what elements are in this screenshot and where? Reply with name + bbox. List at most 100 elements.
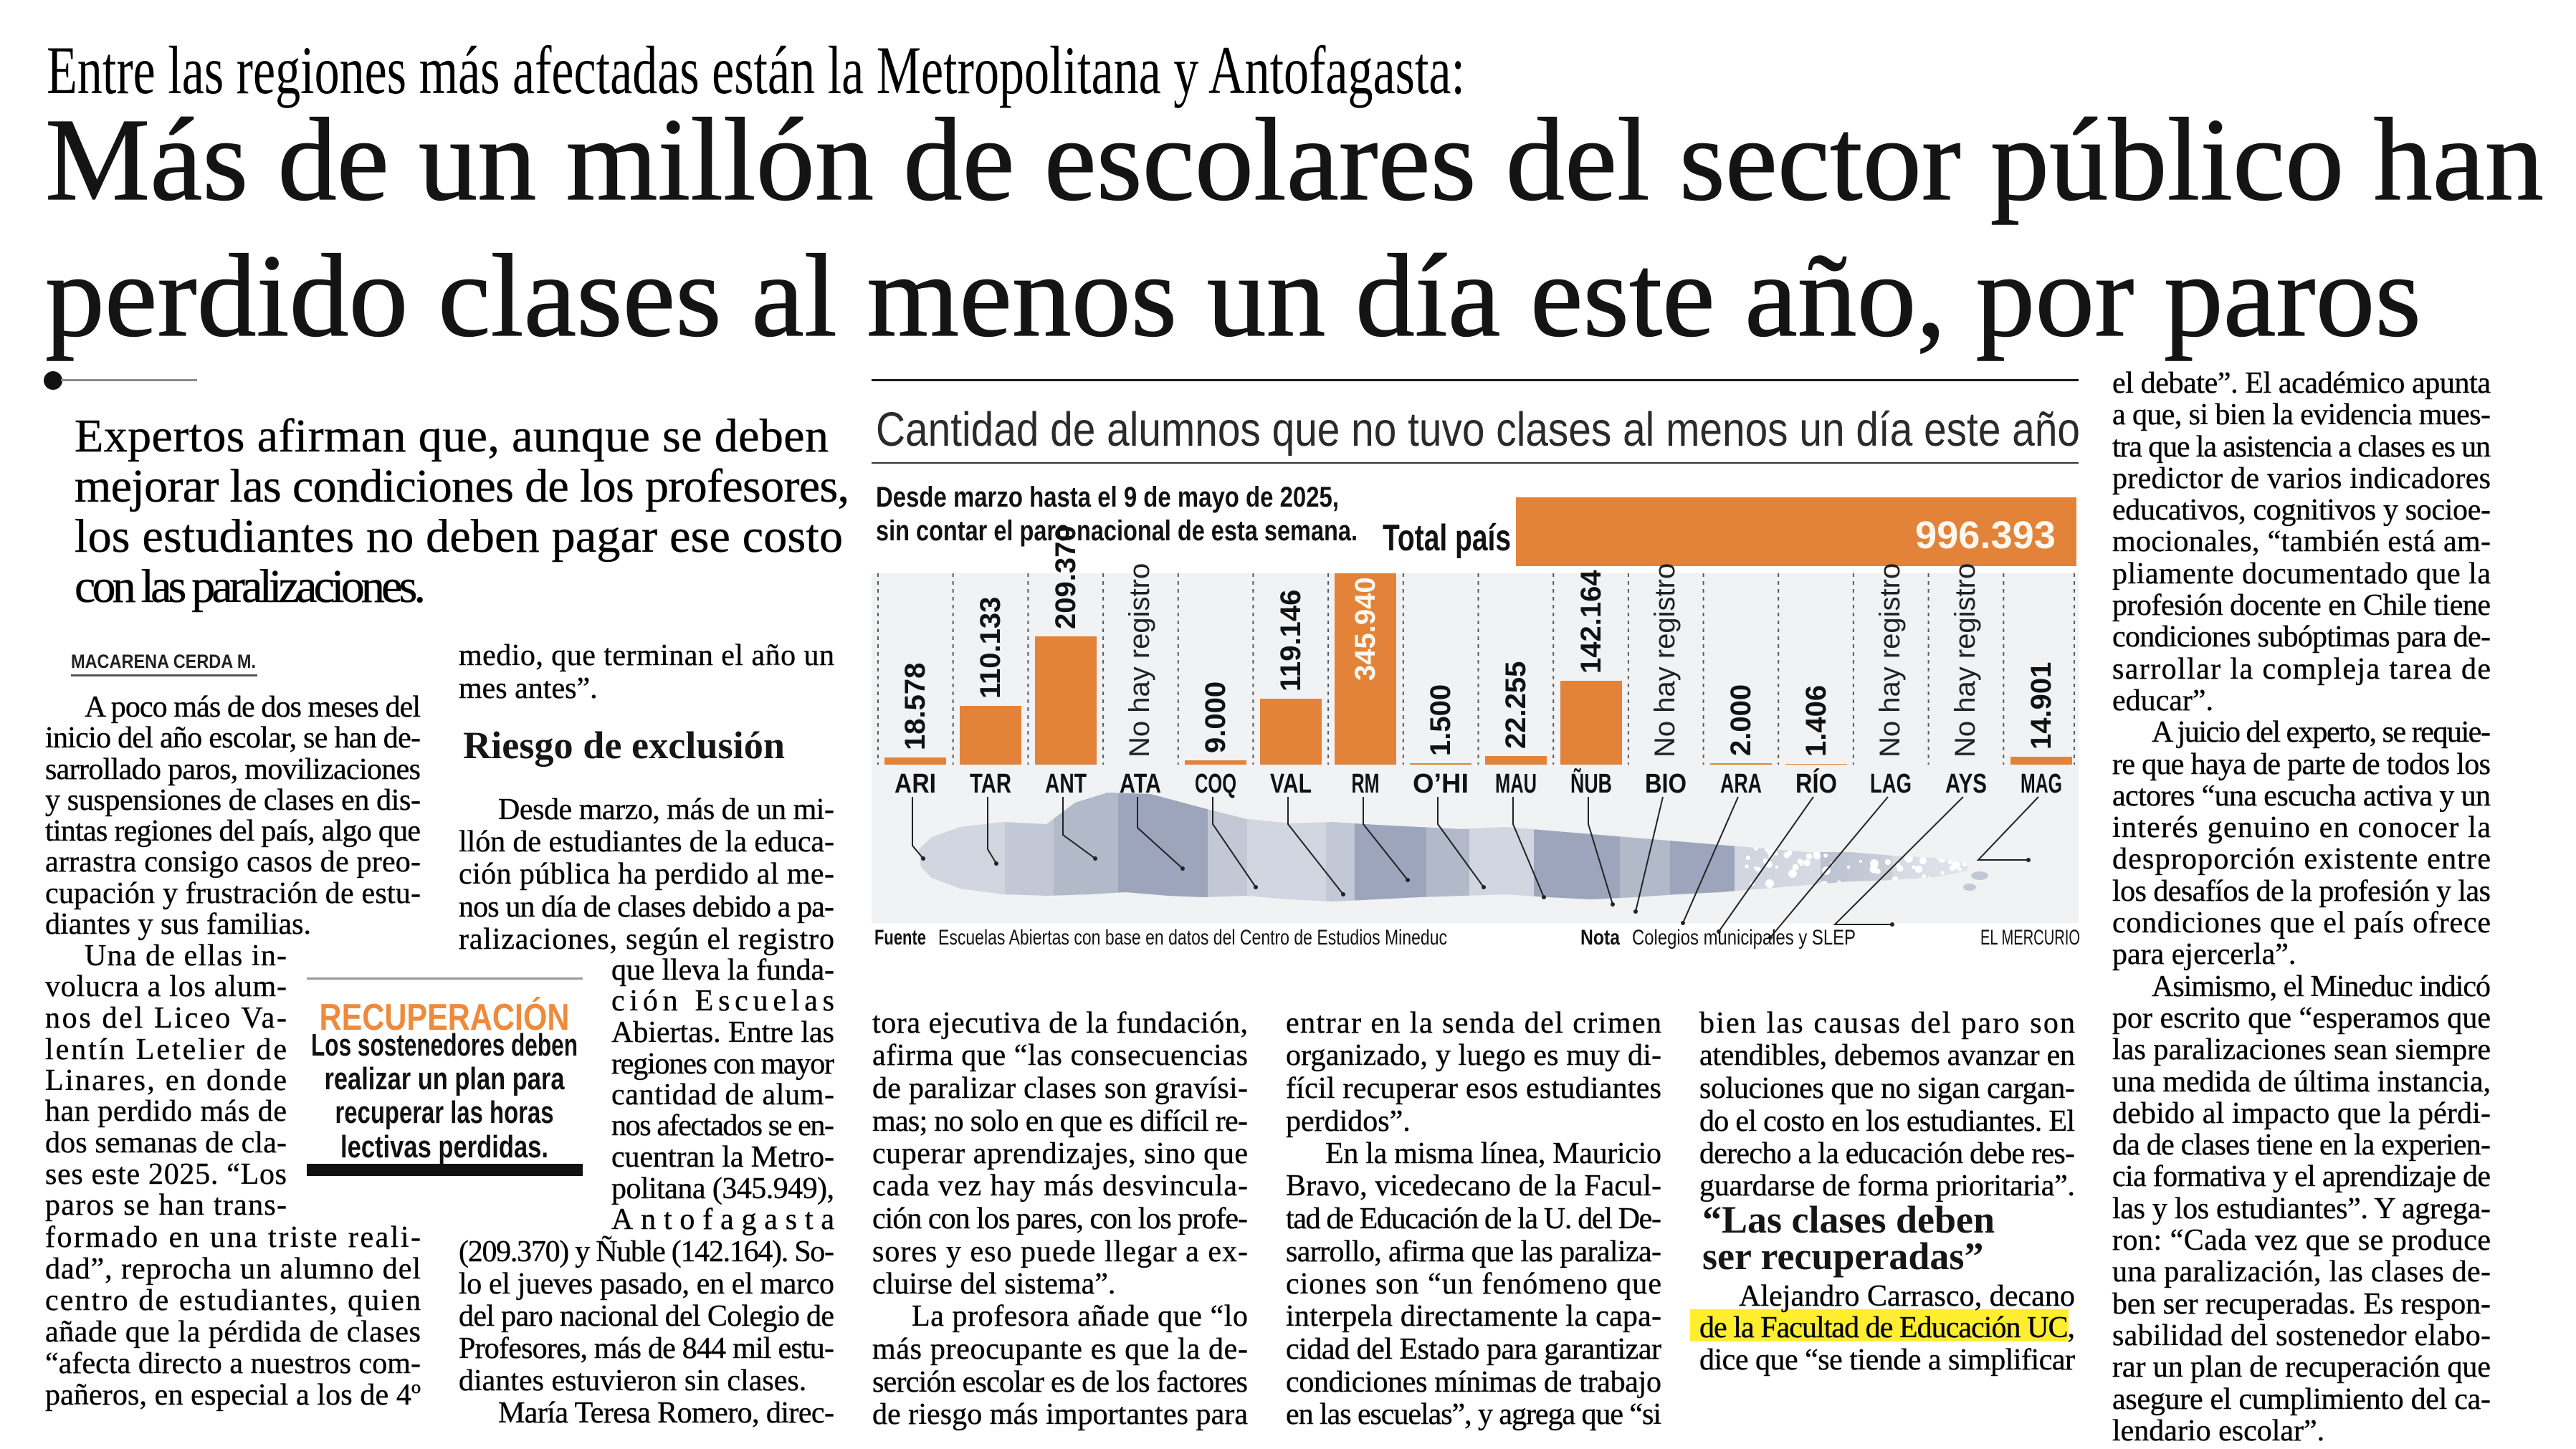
svg-text:los desafíos de la profesión y: los desafíos de la profesión y las (2112, 875, 2491, 908)
svg-text:Los sostenedores deben: Los sostenedores deben (311, 1028, 578, 1063)
svg-text:ción Escuelas: ción Escuelas (611, 985, 834, 1018)
svg-text:las paralizaciones sean siempr: las paralizaciones sean siempre (2112, 1033, 2491, 1066)
svg-text:nos un día de clases debido a: nos un día de clases debido a pa- (459, 891, 834, 924)
svg-text:Cantidad de alumnos que no tuv: Cantidad de alumnos que no tuvo clases a… (876, 403, 2080, 456)
svg-text:La profesora añade que “lo: La profesora añade que “lo (912, 1300, 1248, 1333)
svg-text:mocionales, “también está am-: mocionales, “también está am- (2112, 525, 2491, 558)
svg-text:añade que la pérdida de clases: añade que la pérdida de clases (45, 1316, 421, 1349)
svg-text:cuperar aprendizajes, sino que: cuperar aprendizajes, sino que (872, 1137, 1248, 1170)
svg-text:(209.370) y Ñuble (142.164). S: (209.370) y Ñuble (142.164). So- (459, 1235, 834, 1268)
svg-text:209.370: 209.370 (1050, 525, 1082, 629)
svg-text:No hay registro: No hay registro (1649, 563, 1681, 757)
svg-text:mes antes”.: mes antes”. (459, 672, 598, 705)
svg-text:sarrollo, afirma que las paral: sarrollo, afirma que las paraliza- (1286, 1235, 1661, 1268)
svg-text:RÍO: RÍO (1795, 767, 1837, 799)
svg-text:Abiertas. Entre las: Abiertas. Entre las (611, 1016, 834, 1049)
svg-text:Fuente: Fuente (874, 926, 926, 950)
svg-text:Riesgo de exclusión: Riesgo de exclusión (463, 724, 785, 767)
svg-text:ción con los pares, con los pr: ción con los pares, con los profe- (872, 1202, 1248, 1235)
svg-text:En la misma línea, Mauricio: En la misma línea, Mauricio (1325, 1137, 1661, 1170)
svg-text:cluirse del sistema”.: cluirse del sistema”. (872, 1268, 1115, 1301)
svg-text:EL MERCURIO: EL MERCURIO (1980, 926, 2080, 950)
svg-text:tora ejecutiva de la fundación: tora ejecutiva de la fundación, (872, 1007, 1248, 1040)
svg-text:los estudiantes no deben pagar: los estudiantes no deben pagar ese costo (75, 510, 843, 563)
svg-text:profesión docente en Chile tie: profesión docente en Chile tiene (2112, 589, 2491, 622)
svg-text:COQ: COQ (1195, 769, 1236, 799)
svg-text:Nota: Nota (1580, 926, 1620, 950)
svg-text:MACARENA CERDA M.: MACARENA CERDA M. (71, 651, 256, 672)
svg-text:nos afectados se en-: nos afectados se en- (611, 1109, 834, 1142)
svg-text:mas; no solo en que es difícil: mas; no solo en que es difícil re- (872, 1105, 1248, 1138)
svg-text:“afecta directo a nuestros com: “afecta directo a nuestros com- (45, 1347, 421, 1380)
svg-text:por escrito que “esperamos que: por escrito que “esperamos que (2112, 1002, 2491, 1035)
svg-text:cupación y frustración de estu: cupación y frustración de estu- (45, 877, 421, 910)
svg-text:una paralización, las clases d: una paralización, las clases de- (2112, 1256, 2491, 1288)
svg-text:Una de ellas in-: Una de ellas in- (85, 939, 287, 972)
svg-text:Asimismo, el Mineduc indicó: Asimismo, el Mineduc indicó (2152, 970, 2491, 1003)
svg-text:119.146: 119.146 (1275, 590, 1307, 692)
svg-text:perdido clases al menos un día: perdido clases al menos un día este año,… (45, 230, 2421, 361)
svg-text:serción escolar es de los fact: serción escolar es de los factores (872, 1366, 1248, 1399)
svg-text:que lleva la funda-: que lleva la funda- (611, 954, 834, 987)
svg-text:18.578: 18.578 (900, 663, 931, 750)
svg-text:para ejercerla”.: para ejercerla”. (2112, 938, 2296, 971)
svg-text:sarrollado paros, movilizacion: sarrollado paros, movilizaciones (45, 753, 421, 786)
svg-text:14.901: 14.901 (2026, 662, 2057, 750)
svg-text:Desde marzo, más de un mi-: Desde marzo, más de un mi- (498, 793, 834, 826)
svg-text:condiciones mínimas de trabajo: condiciones mínimas de trabajo (1286, 1366, 1661, 1399)
svg-text:condiciones subóptimas para de: condiciones subóptimas para de- (2112, 621, 2491, 654)
svg-text:cada vez hay más desvincula-: cada vez hay más desvincula- (872, 1170, 1248, 1202)
svg-text:inicio del año escolar, se han: inicio del año escolar, se han de- (45, 722, 421, 755)
svg-text:y suspensiones de clases en di: y suspensiones de clases en dis- (45, 784, 421, 817)
svg-text:sin contar el paro nacional de: sin contar el paro nacional de esta sema… (876, 515, 1358, 547)
svg-text:MAG: MAG (2021, 769, 2062, 799)
svg-text:de paralizar clases son gravís: de paralizar clases son gravísi- (872, 1072, 1248, 1105)
svg-text:Alejandro Carrasco, decano: Alejandro Carrasco, decano (1739, 1280, 2075, 1313)
svg-text:Más de un millón de escolares: Más de un millón de escolares del sector… (45, 94, 2544, 225)
svg-text:ben ser recuperadas. Es respon: ben ser recuperadas. Es respon- (2112, 1288, 2491, 1321)
svg-text:las y los estudiantes”. Y agre: las y los estudiantes”. Y agrega- (2112, 1192, 2491, 1225)
svg-text:educar”.: educar”. (2112, 684, 2213, 717)
svg-text:condiciones que el país ofrece: condiciones que el país ofrece (2112, 907, 2491, 939)
svg-text:22.255: 22.255 (1500, 661, 1532, 749)
svg-text:llón de estudiantes de la educ: llón de estudiantes de la educa- (459, 826, 834, 859)
svg-text:tad de Educación de la U. del: tad de Educación de la U. del De- (1286, 1202, 1661, 1235)
svg-text:organizado, y luego es muy di-: organizado, y luego es muy di- (1286, 1039, 1661, 1072)
svg-text:Bravo, vicedecano de la Facul-: Bravo, vicedecano de la Facul- (1286, 1170, 1661, 1202)
svg-text:pañeros, en especial a los de: pañeros, en especial a los de 4º (45, 1379, 421, 1412)
svg-text:ANT: ANT (1045, 769, 1087, 799)
svg-text:142.164: 142.164 (1575, 570, 1607, 674)
svg-text:nos del Liceo Va-: nos del Liceo Va- (45, 1002, 287, 1035)
svg-text:a que, si bien la evidencia mu: a que, si bien la evidencia mues- (2112, 398, 2491, 431)
svg-text:Expertos afirman que, aunque s: Expertos afirman que, aunque se deben (75, 410, 829, 462)
svg-text:re que haya de parte de todos: re que haya de parte de todos los (2112, 748, 2491, 781)
svg-text:lentín Letelier de: lentín Letelier de (45, 1033, 287, 1066)
svg-text:recuperar las horas: recuperar las horas (335, 1095, 554, 1130)
svg-text:LAG: LAG (1870, 769, 1912, 799)
svg-text:TAR: TAR (970, 769, 1011, 799)
svg-text:RECUPERACIÓN: RECUPERACIÓN (320, 997, 570, 1038)
svg-text:soluciones que no sigan cargan: soluciones que no sigan cargan- (1699, 1072, 2075, 1105)
svg-text:BIO: BIO (1645, 769, 1687, 799)
svg-text:pliamente documentado que la: pliamente documentado que la (2112, 558, 2491, 590)
svg-text:ARA: ARA (1720, 769, 1762, 799)
svg-text:realizar un plan para: realizar un plan para (325, 1061, 565, 1096)
svg-text:lendario escolar”.: lendario escolar”. (2112, 1415, 2324, 1448)
svg-text:de la Facultad de Educación UC: de la Facultad de Educación UC, (1699, 1311, 2075, 1344)
svg-text:No hay registro: No hay registro (1950, 563, 1981, 757)
svg-text:VAL: VAL (1270, 769, 1312, 799)
svg-text:politana (345.949),: politana (345.949), (611, 1172, 834, 1205)
svg-text:1.500: 1.500 (1425, 684, 1456, 756)
svg-text:do el costo en los estudiantes: do el costo en los estudiantes. El (1699, 1105, 2075, 1138)
svg-text:formado en una triste reali-: formado en una triste reali- (45, 1221, 421, 1254)
svg-text:cidad del Estado para garantiz: cidad del Estado para garantizar (1286, 1333, 1661, 1366)
svg-text:con las paralizaciones.: con las paralizaciones. (75, 560, 426, 613)
svg-text:Linares, en donde: Linares, en donde (45, 1064, 287, 1097)
svg-text:guardarse de forma prioritaria: guardarse de forma prioritaria”. (1699, 1170, 2075, 1202)
svg-text:No hay registro: No hay registro (1874, 563, 1906, 757)
svg-text:dad”, reprocha un alumno del: dad”, reprocha un alumno del (45, 1253, 421, 1286)
svg-text:diantes y sus familias.: diantes y sus familias. (45, 908, 311, 941)
svg-text:ciones son “un fenómeno que: ciones son “un fenómeno que (1286, 1268, 1661, 1301)
svg-text:derecho a la educación debe re: derecho a la educación debe res- (1699, 1137, 2075, 1170)
svg-text:AYS: AYS (1945, 769, 1987, 799)
